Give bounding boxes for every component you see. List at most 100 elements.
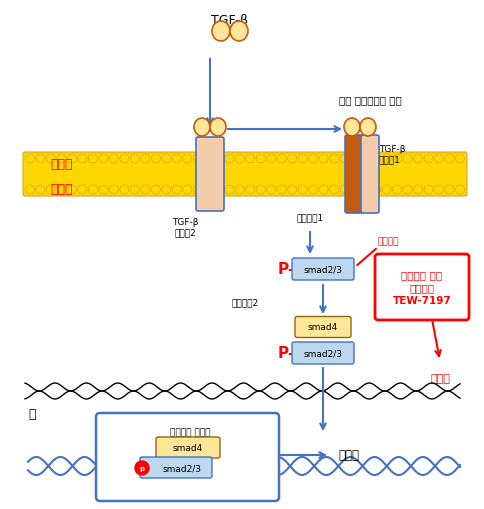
Text: 경로억제: 경로억제	[377, 237, 399, 246]
Circle shape	[203, 186, 212, 194]
Text: 세포밖: 세포밖	[50, 158, 72, 171]
Circle shape	[135, 461, 149, 475]
Circle shape	[36, 186, 45, 194]
Text: 세포안: 세포안	[50, 183, 72, 196]
Circle shape	[256, 186, 265, 194]
Circle shape	[78, 186, 87, 194]
Circle shape	[214, 155, 223, 164]
Text: smad2/3: smad2/3	[162, 464, 201, 472]
FancyBboxPatch shape	[196, 138, 224, 212]
Circle shape	[120, 186, 129, 194]
Circle shape	[193, 155, 202, 164]
Circle shape	[444, 155, 453, 164]
Circle shape	[287, 155, 296, 164]
Circle shape	[434, 186, 442, 194]
FancyBboxPatch shape	[291, 259, 353, 280]
Text: p: p	[139, 465, 144, 471]
Circle shape	[162, 186, 170, 194]
Circle shape	[203, 155, 212, 164]
FancyBboxPatch shape	[291, 343, 353, 364]
Text: TGF-β: TGF-β	[211, 14, 248, 27]
Circle shape	[454, 186, 464, 194]
Ellipse shape	[343, 119, 359, 137]
Circle shape	[277, 155, 286, 164]
Circle shape	[350, 186, 359, 194]
Text: 전사인자 복합체: 전사인자 복합체	[169, 427, 210, 436]
Circle shape	[130, 186, 139, 194]
Text: 암증식: 암증식	[337, 448, 358, 462]
Text: smad2/3: smad2/3	[303, 349, 342, 358]
Circle shape	[26, 155, 34, 164]
Circle shape	[67, 155, 76, 164]
Circle shape	[423, 186, 432, 194]
Circle shape	[46, 186, 55, 194]
Circle shape	[182, 186, 191, 194]
Circle shape	[402, 186, 411, 194]
Circle shape	[361, 155, 369, 164]
Text: 암억제: 암억제	[429, 373, 449, 383]
Text: 신호경로1: 신호경로1	[296, 213, 323, 221]
Circle shape	[402, 155, 411, 164]
Text: 암을 증식시키는 신호: 암을 증식시키는 신호	[338, 95, 401, 105]
Circle shape	[235, 155, 244, 164]
Circle shape	[371, 155, 380, 164]
Text: TGF-β
수용체2: TGF-β 수용체2	[171, 217, 198, 237]
Circle shape	[413, 155, 422, 164]
Circle shape	[308, 155, 317, 164]
Circle shape	[381, 186, 390, 194]
Circle shape	[57, 155, 66, 164]
Circle shape	[224, 155, 233, 164]
Circle shape	[339, 186, 348, 194]
Circle shape	[339, 155, 348, 164]
Circle shape	[434, 155, 442, 164]
Ellipse shape	[194, 119, 210, 137]
Ellipse shape	[210, 119, 226, 137]
Circle shape	[350, 155, 359, 164]
Circle shape	[67, 186, 76, 194]
Circle shape	[245, 186, 254, 194]
Circle shape	[130, 155, 139, 164]
FancyBboxPatch shape	[374, 254, 468, 320]
Circle shape	[109, 186, 118, 194]
Circle shape	[298, 155, 306, 164]
Text: smad4: smad4	[307, 323, 337, 332]
Circle shape	[88, 155, 97, 164]
Circle shape	[266, 155, 275, 164]
FancyBboxPatch shape	[23, 153, 466, 196]
Circle shape	[182, 155, 191, 164]
Circle shape	[235, 186, 244, 194]
Text: P-: P-	[277, 346, 295, 361]
FancyBboxPatch shape	[344, 136, 362, 214]
Circle shape	[318, 186, 328, 194]
Circle shape	[245, 155, 254, 164]
Circle shape	[329, 186, 338, 194]
Circle shape	[120, 155, 129, 164]
Circle shape	[26, 186, 34, 194]
Circle shape	[413, 186, 422, 194]
Circle shape	[78, 155, 87, 164]
Ellipse shape	[359, 119, 375, 137]
Circle shape	[162, 155, 170, 164]
Circle shape	[172, 186, 181, 194]
Circle shape	[99, 186, 108, 194]
Circle shape	[381, 155, 390, 164]
Text: TGF-β
수용체1: TGF-β 수용체1	[378, 145, 405, 164]
Text: 메드팩토 개발
항암물질
TEW-7197: 메드팩토 개발 항암물질 TEW-7197	[392, 269, 451, 305]
Text: 핵: 핵	[28, 408, 35, 420]
Circle shape	[172, 155, 181, 164]
Circle shape	[298, 186, 306, 194]
Circle shape	[140, 155, 150, 164]
Circle shape	[214, 186, 223, 194]
Circle shape	[88, 186, 97, 194]
Circle shape	[392, 155, 401, 164]
FancyBboxPatch shape	[156, 437, 220, 458]
Text: P-: P-	[277, 262, 295, 277]
Circle shape	[151, 186, 160, 194]
Circle shape	[140, 186, 150, 194]
Circle shape	[371, 186, 380, 194]
Circle shape	[256, 155, 265, 164]
Circle shape	[454, 155, 464, 164]
Circle shape	[193, 186, 202, 194]
FancyBboxPatch shape	[96, 413, 278, 501]
Circle shape	[277, 186, 286, 194]
